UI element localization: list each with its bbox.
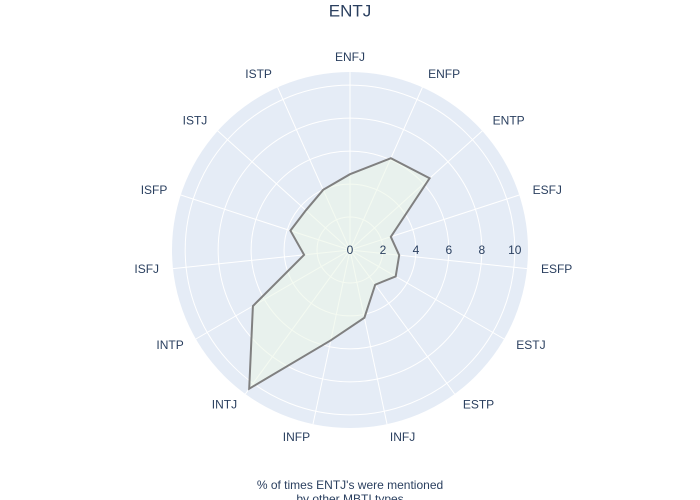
category-label: ESFP [541,262,572,276]
category-label: ISFJ [134,262,159,276]
chart-title: ENTJ [329,1,372,20]
category-label: ISTJ [183,114,208,128]
category-label: ENFP [428,67,460,81]
r-tick-label: 10 [508,243,522,257]
category-label: INTP [156,338,183,352]
category-label: INFP [283,430,310,444]
category-label: INTJ [212,398,237,412]
r-tick-label: 2 [380,243,387,257]
annotation: by other MBTI types [296,492,403,500]
r-tick-label: 6 [446,243,453,257]
category-label: ESTJ [516,338,545,352]
annotation: % of times ENTJ's were mentioned [257,478,443,492]
category-label: INFJ [390,430,415,444]
category-label: ENFJ [335,50,365,64]
r-tick-label: 4 [413,243,420,257]
category-label: ENTP [493,114,525,128]
category-label: ESFJ [533,183,562,197]
r-tick-label: 8 [479,243,486,257]
category-label: ESTP [463,398,494,412]
r-tick-label: 0 [347,243,354,257]
category-label: ISTP [245,67,272,81]
series-area [248,157,432,391]
category-label: ISFP [141,183,168,197]
